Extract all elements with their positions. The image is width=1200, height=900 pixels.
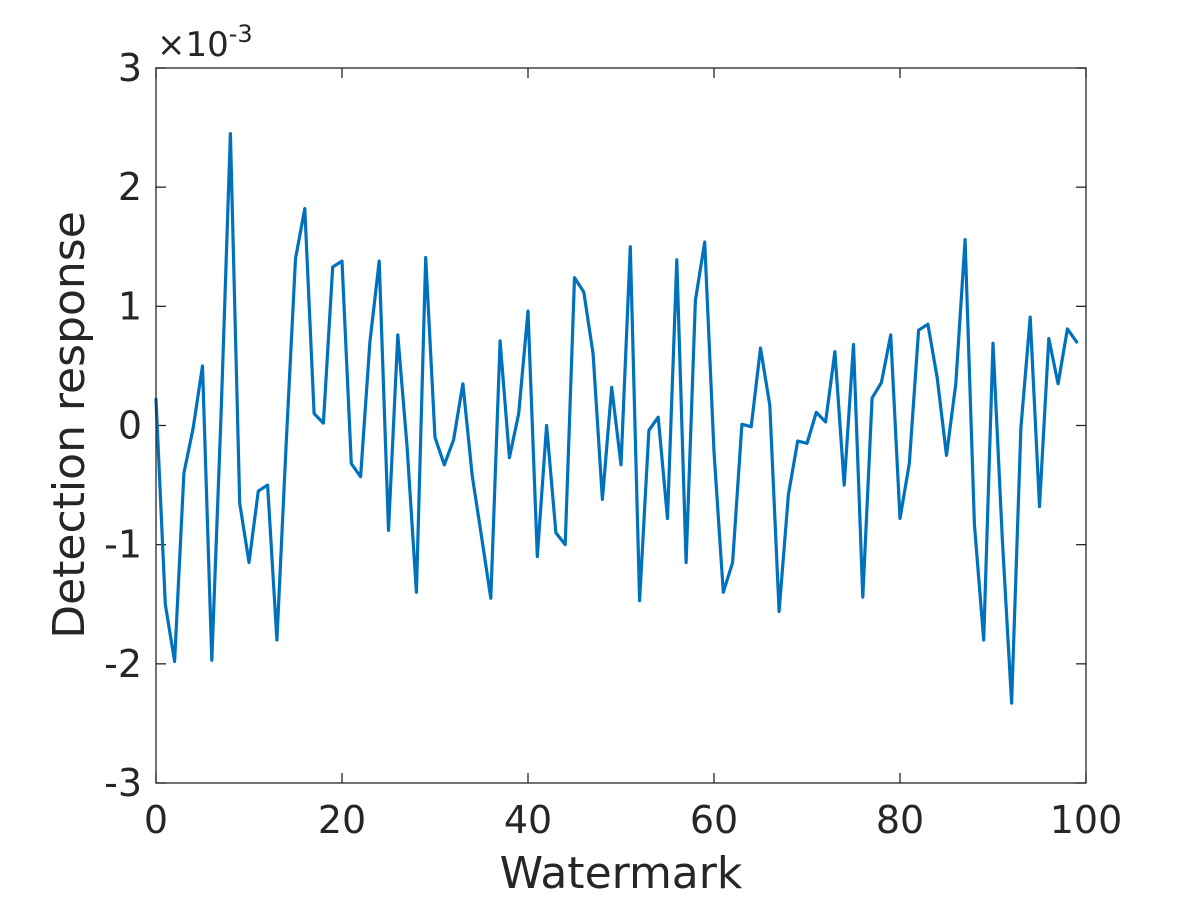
x-tick-label: 20 (318, 798, 366, 842)
y-tick-label: 2 (118, 165, 142, 209)
y-tick-label: -3 (104, 761, 142, 805)
x-tick-label: 60 (690, 798, 738, 842)
x-tick-label: 40 (504, 798, 552, 842)
x-tick-label: 80 (876, 798, 924, 842)
y-axis-label: Detection response (44, 211, 95, 639)
y-tick-label: -1 (104, 523, 142, 567)
series-line (154, 131, 1079, 705)
y-tick-label: 0 (118, 404, 142, 448)
y-scale-factor: ×10-3 (157, 20, 253, 65)
axes-box (155, 67, 1087, 784)
y-tick-label: 1 (118, 284, 142, 328)
x-axis-label: Watermark (500, 848, 743, 899)
y-tick-label: 3 (118, 46, 142, 90)
plot-area (156, 68, 1086, 783)
x-tick-label: 0 (144, 798, 168, 842)
x-tick-label: 100 (1050, 798, 1123, 842)
tick-labels: 0 20 40 60 80 100 -3 -2 -1 0 1 2 3 (104, 46, 1122, 842)
y-tick-label: -2 (104, 642, 142, 686)
